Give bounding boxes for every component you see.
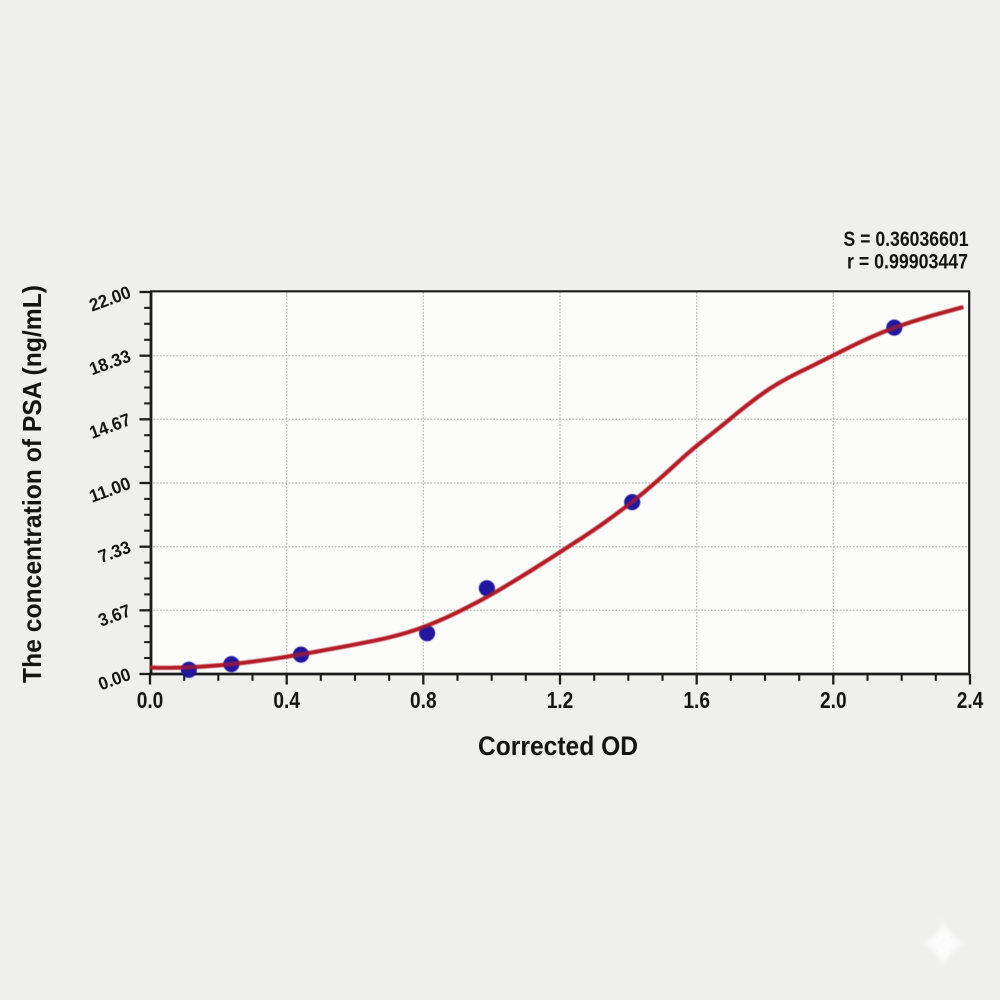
svg-text:0.4: 0.4	[273, 687, 300, 713]
svg-text:1.6: 1.6	[683, 687, 710, 713]
svg-text:2.0: 2.0	[820, 687, 847, 713]
svg-text:0.0: 0.0	[137, 687, 164, 713]
svg-text:1.2: 1.2	[547, 687, 574, 713]
svg-text:r = 0.99903447: r = 0.99903447	[847, 251, 968, 274]
svg-text:0.8: 0.8	[410, 687, 437, 713]
svg-text:The concentration of PSA (ng/m: The concentration of PSA (ng/mL)	[17, 285, 47, 683]
svg-text:2.4: 2.4	[957, 687, 984, 713]
svg-text:Corrected OD: Corrected OD	[478, 731, 638, 761]
svg-text:S = 0.36036601: S = 0.36036601	[844, 228, 969, 251]
